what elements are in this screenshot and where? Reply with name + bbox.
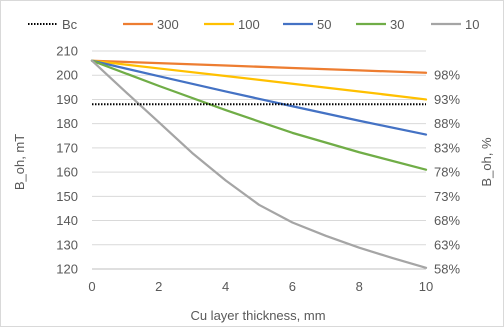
legend: Bc 300 100 50 30 10 <box>28 17 479 32</box>
secondary-y-axis: 58% 63% 68% 73% 78% 83% 88% 93% 98% <box>434 68 460 277</box>
legend-label-50: 50 <box>317 17 331 32</box>
y-tick-label: 210 <box>56 44 78 59</box>
series-lines <box>90 59 428 269</box>
x-tick-label: 2 <box>155 279 162 294</box>
legend-label-Bc: Bc <box>62 17 78 32</box>
y-tick-label: 150 <box>56 189 78 204</box>
y-tick-label: 140 <box>56 213 78 228</box>
series-line-100 <box>90 59 428 101</box>
y-tick-label: 170 <box>56 140 78 155</box>
secondary-y-tick-label: 78% <box>434 165 460 180</box>
secondary-y-tick-label: 83% <box>434 140 460 155</box>
secondary-y-tick-label: 58% <box>434 262 460 277</box>
x-axis-title: Cu layer thickness, mm <box>190 308 325 323</box>
legend-label-300: 300 <box>157 17 179 32</box>
x-tick-label: 6 <box>289 279 296 294</box>
y-axis: 120 130 140 150 160 170 180 190 200 210 <box>56 44 78 277</box>
legend-label-100: 100 <box>238 17 260 32</box>
y-axis-title: B_oh, mT <box>12 134 27 190</box>
secondary-y-axis-title: B_oh, % <box>479 137 494 187</box>
y-tick-label: 180 <box>56 116 78 131</box>
legend-label-10: 10 <box>465 17 479 32</box>
x-axis: 0 2 4 6 8 10 <box>88 268 433 294</box>
series-line-50 <box>90 59 428 136</box>
x-tick-label: 8 <box>356 279 363 294</box>
secondary-y-tick-label: 63% <box>434 237 460 252</box>
y-tick-label: 130 <box>56 237 78 252</box>
y-tick-label: 120 <box>56 262 78 277</box>
series-line-10 <box>90 59 428 269</box>
y-tick-label: 160 <box>56 165 78 180</box>
y-tick-label: 200 <box>56 68 78 83</box>
legend-label-30: 30 <box>390 17 404 32</box>
secondary-y-tick-label: 73% <box>434 189 460 204</box>
series-line-30 <box>90 59 428 171</box>
y-tick-label: 190 <box>56 92 78 107</box>
secondary-y-tick-label: 88% <box>434 116 460 131</box>
x-tick-label: 0 <box>88 279 95 294</box>
secondary-y-tick-label: 98% <box>434 68 460 83</box>
secondary-y-tick-label: 93% <box>434 92 460 107</box>
secondary-y-tick-label: 68% <box>434 213 460 228</box>
x-tick-label: 4 <box>222 279 229 294</box>
x-tick-label: 10 <box>419 279 433 294</box>
series-line-300 <box>90 59 428 74</box>
